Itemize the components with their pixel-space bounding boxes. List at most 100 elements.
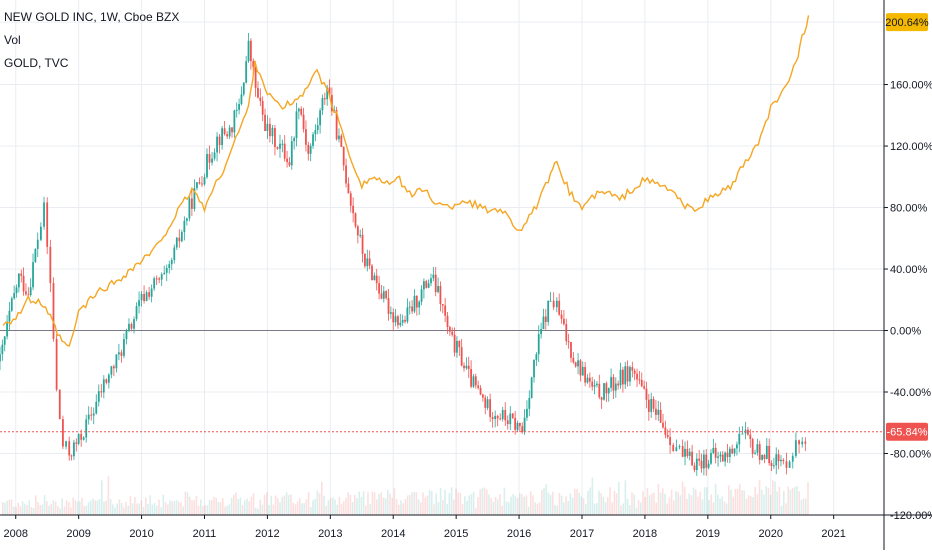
candle-body (148, 292, 151, 297)
volume-bar (116, 503, 118, 515)
volume-bar (184, 491, 187, 515)
candle-body (472, 376, 475, 387)
candle-body (427, 283, 430, 288)
y-tick-label: 0.00% (890, 326, 921, 338)
volume-bar (538, 502, 541, 515)
candle-body (504, 409, 507, 421)
volume-bar (85, 505, 88, 515)
candle-body (0, 354, 1, 362)
candle-body (49, 246, 52, 284)
legend-volume[interactable]: Vol (4, 33, 21, 47)
x-tick-label: 2008 (3, 528, 27, 540)
candle-body (754, 452, 756, 454)
volume-bar (798, 491, 800, 515)
gold-last-label: 200.64% (885, 17, 929, 29)
candle-body (801, 441, 804, 445)
candle-body (712, 447, 715, 453)
volume-bar (380, 492, 382, 515)
candle-body (364, 253, 366, 267)
volume-bar (343, 501, 345, 515)
candle-body (441, 304, 444, 306)
candle-body (382, 291, 385, 299)
candle-body (345, 165, 347, 184)
volume-bar (338, 496, 341, 515)
volume-bar (769, 494, 772, 515)
candle-body (288, 162, 291, 166)
volume-bar (224, 506, 226, 515)
candle-body (470, 368, 472, 387)
candle-body (36, 239, 39, 249)
candle-body (567, 341, 570, 343)
volume-bar (450, 487, 453, 515)
legend-compare[interactable]: GOLD, TVC (4, 56, 69, 70)
volume-bar (252, 493, 255, 515)
volume-bar (279, 502, 281, 515)
volume-bar (741, 490, 743, 515)
legend-title[interactable]: NEW GOLD INC, 1W, Cboe BZX (4, 10, 180, 24)
volume-bar (613, 490, 616, 515)
candle-body (276, 147, 279, 149)
volume-bar (459, 492, 462, 515)
volume-bar (765, 486, 767, 515)
volume-bar (367, 491, 369, 515)
candle-body (8, 310, 11, 322)
volume-bar (591, 477, 594, 515)
candle-body (481, 394, 484, 398)
x-tick-label: 2009 (66, 528, 90, 540)
candle-body (82, 437, 85, 440)
volume-bar (624, 480, 627, 515)
volume-bar (376, 499, 378, 515)
volume-bar (310, 507, 312, 515)
volume-bar (604, 502, 607, 515)
candle-body (335, 110, 338, 140)
candle-body (650, 399, 653, 412)
volume-bar (17, 502, 19, 515)
candle-body (361, 234, 364, 254)
candle-body (155, 278, 158, 280)
candle-body (290, 141, 293, 166)
volume-bar (721, 496, 723, 515)
volume-bar (327, 500, 330, 515)
volume-bar (292, 502, 294, 515)
candle-body (763, 455, 766, 459)
candle-body (579, 360, 582, 376)
volume-bar (666, 503, 668, 515)
candle-body (726, 452, 729, 458)
candle-body (521, 426, 524, 433)
volume-bar (486, 489, 488, 515)
candle-body (535, 354, 538, 360)
candle-body (780, 459, 782, 462)
volume-bar (433, 504, 435, 515)
volume-bar (138, 503, 140, 515)
volume-bar (360, 496, 363, 515)
volume-bar (646, 488, 649, 515)
volume-bar (431, 490, 433, 515)
candle-body (733, 448, 736, 454)
candle-body (617, 383, 620, 386)
volume-bar (481, 487, 484, 515)
volume-bar (107, 476, 110, 515)
candle-body (347, 183, 350, 194)
candle-body (87, 414, 90, 420)
volume-bar (516, 497, 519, 515)
volume-bar (422, 492, 424, 515)
volume-bar (83, 506, 85, 515)
volume-bar (527, 506, 530, 515)
volume-bar (690, 495, 693, 515)
candle-body (586, 377, 589, 383)
volume-bar (598, 490, 600, 515)
volume-bar (127, 505, 129, 515)
candle-body (22, 275, 25, 292)
candle-body (509, 413, 512, 425)
candle-body (693, 465, 696, 471)
volume-bar (679, 495, 682, 515)
volume-bar (629, 505, 631, 515)
volume-bar (299, 498, 301, 515)
candle-body (456, 340, 458, 353)
candle-body (32, 262, 34, 288)
volume-bar (233, 494, 235, 515)
candle-body (659, 409, 662, 423)
candle-body (120, 352, 123, 356)
